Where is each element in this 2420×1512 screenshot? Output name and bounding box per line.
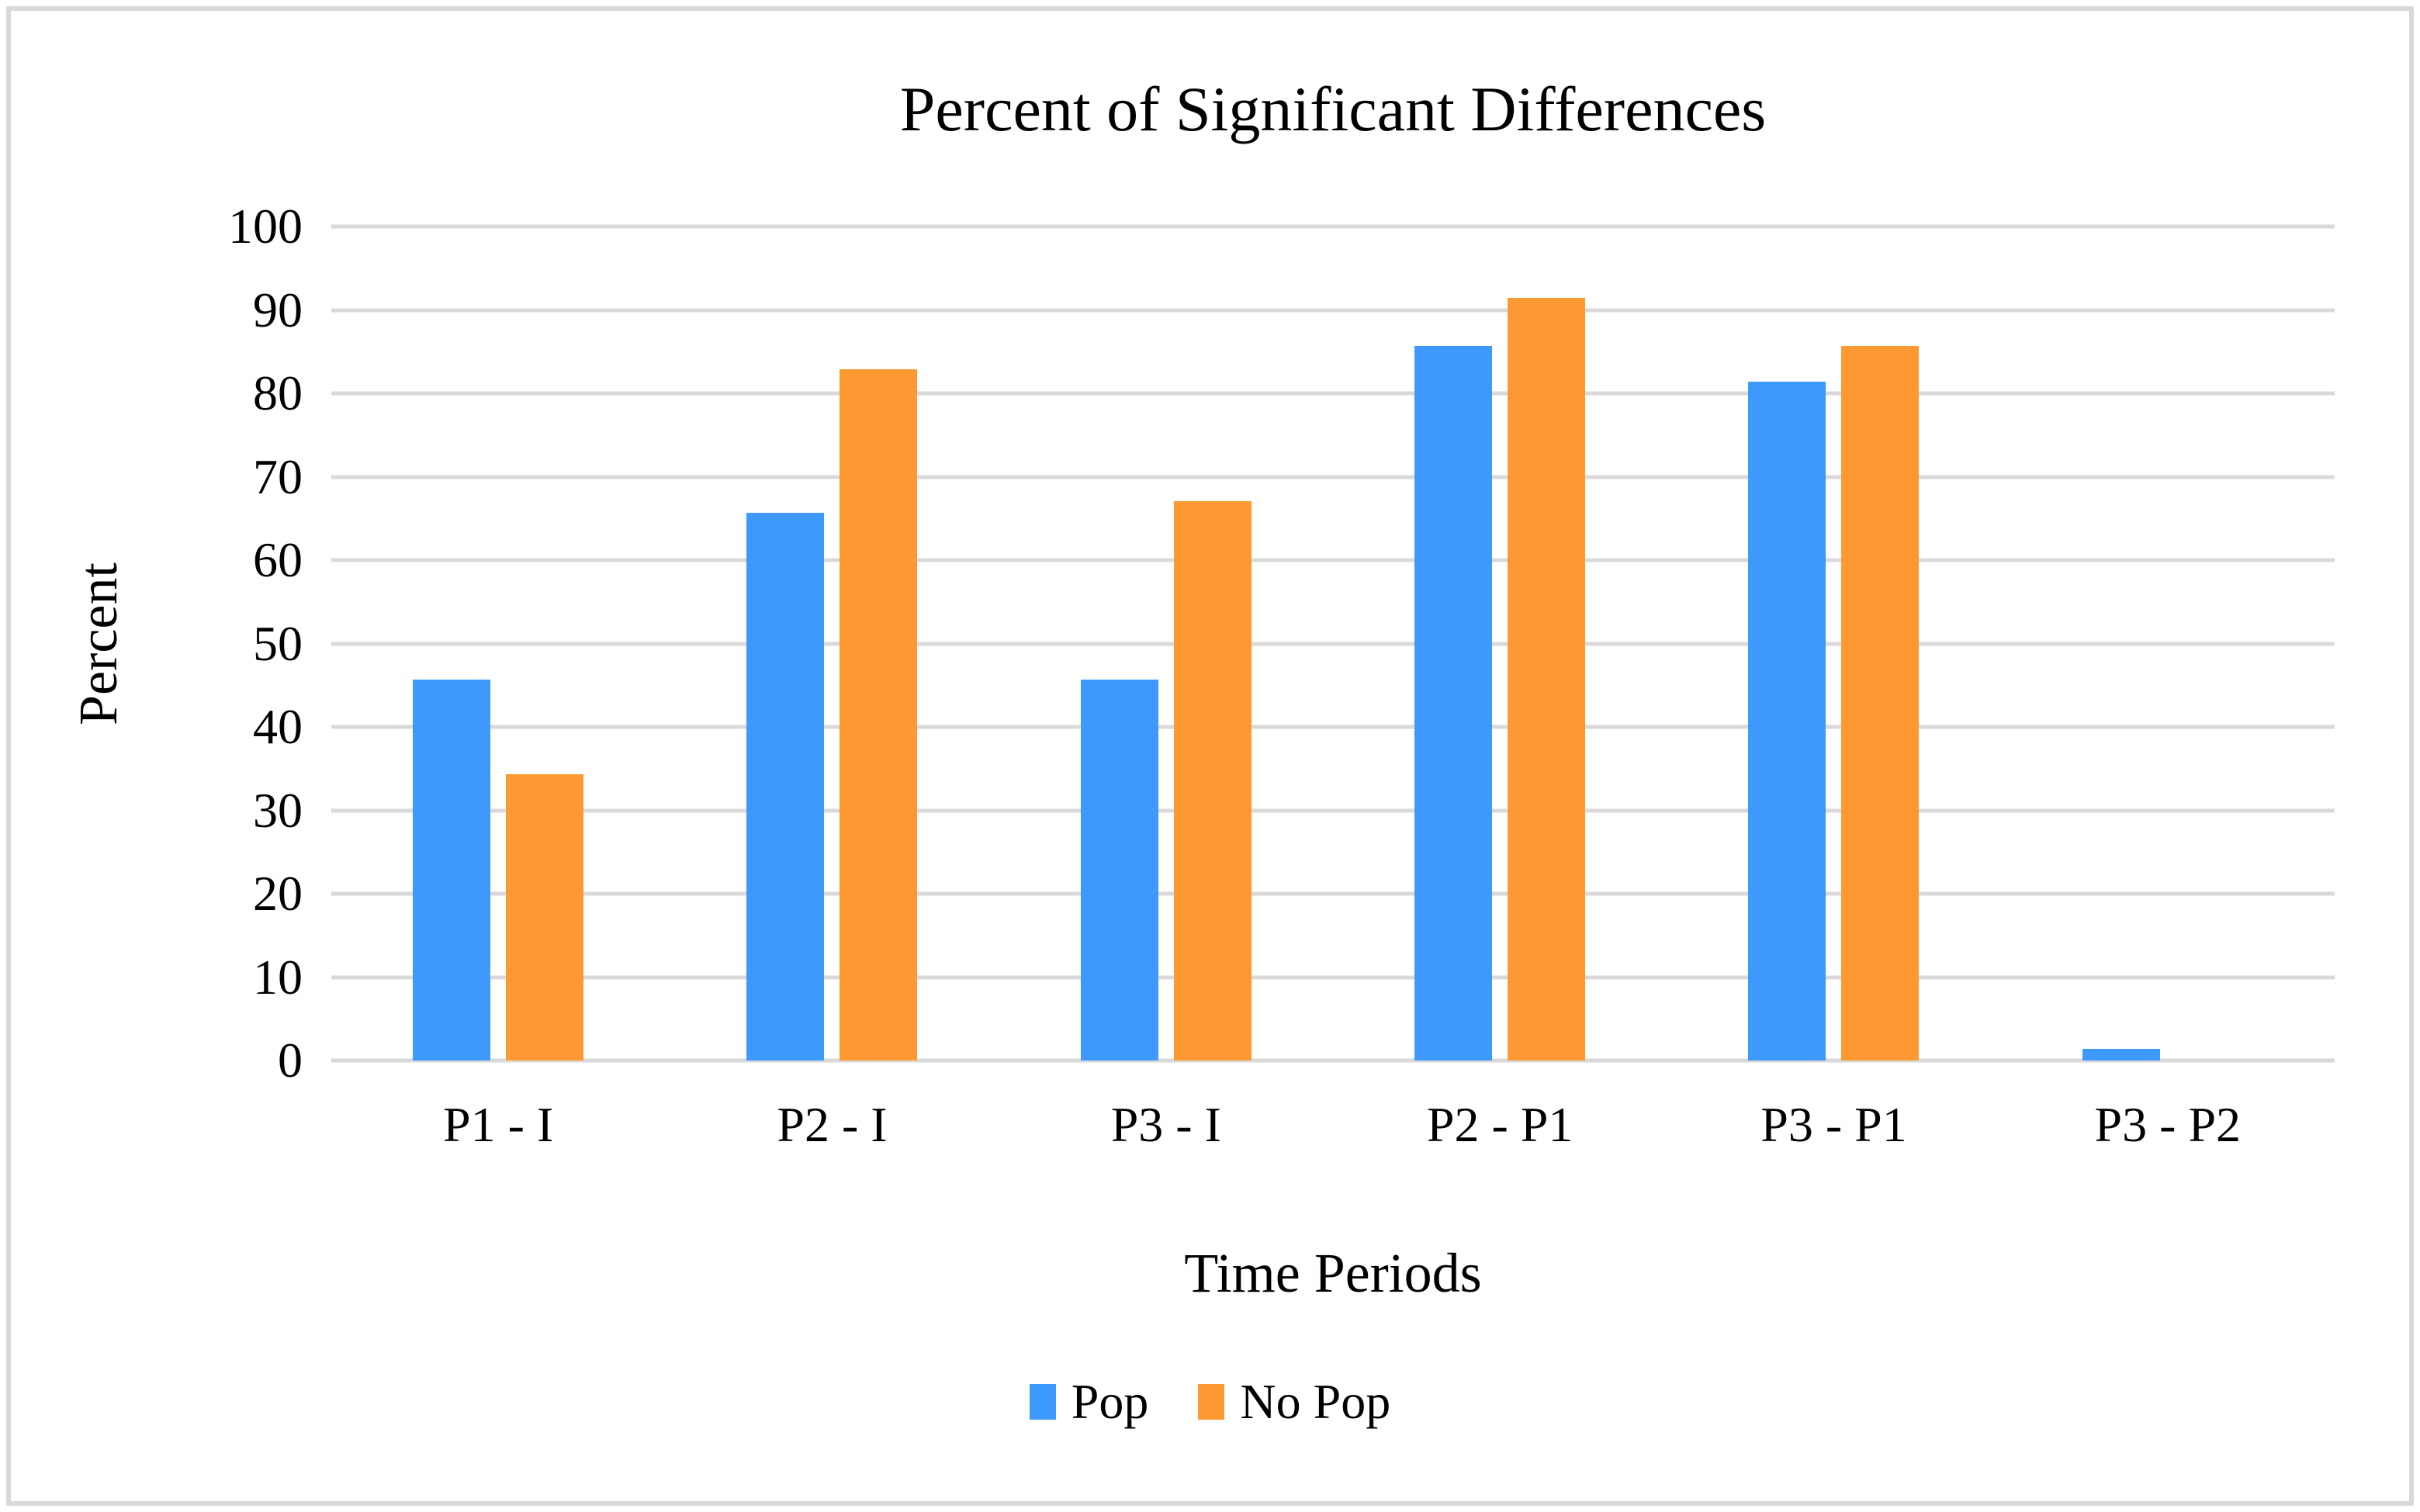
gridline-50 xyxy=(331,642,2335,645)
x-axis-title: Time Periods xyxy=(1184,1242,1482,1304)
y-tick-label-50: 50 xyxy=(253,615,303,671)
gridline-80 xyxy=(331,391,2335,396)
bar-pop-5 xyxy=(1748,381,1826,1060)
bar-pop-4 xyxy=(1414,345,1493,1060)
legend-item-pop: Pop xyxy=(1029,1373,1149,1431)
y-tick-label-30: 30 xyxy=(253,782,303,838)
bar-no-pop-2 xyxy=(840,368,918,1060)
x-axis-labels: P1 - I P2 - I P3 - I P2 - P1 P3 - P1 P3 - P2 xyxy=(331,1098,2335,1152)
plot-area xyxy=(331,224,2335,1063)
bar-no-pop-1 xyxy=(506,774,584,1060)
gridline-60 xyxy=(331,558,2335,562)
bar-pop-6 xyxy=(2082,1048,2160,1060)
bar-no-pop-4 xyxy=(1508,298,1586,1060)
y-tick-label-0: 0 xyxy=(278,1033,303,1088)
y-tick-label-60: 60 xyxy=(253,532,303,587)
gridline-40 xyxy=(331,725,2335,729)
bar-group-3 xyxy=(999,227,1333,1060)
gridline-10 xyxy=(331,975,2335,979)
gridline-90 xyxy=(331,308,2335,312)
bar-group-2 xyxy=(665,227,999,1060)
x-label-5: P3 - P1 xyxy=(1760,1097,1907,1152)
x-label-6: P3 - P2 xyxy=(2094,1097,2242,1152)
gridline-30 xyxy=(331,808,2335,812)
y-tick-label-70: 70 xyxy=(253,448,303,504)
legend: Pop No Pop xyxy=(0,1373,2420,1431)
legend-label: Pop xyxy=(1071,1374,1149,1429)
x-label-4: P2 - P1 xyxy=(1426,1097,1574,1152)
y-tick-label-80: 80 xyxy=(253,365,303,420)
bar-pop-2 xyxy=(746,512,825,1060)
gridline-0 xyxy=(331,1058,2335,1063)
bar-groups xyxy=(331,227,2335,1060)
y-tick-label-40: 40 xyxy=(253,699,303,754)
bar-pop-1 xyxy=(413,679,491,1060)
bar-no-pop-3 xyxy=(1173,500,1252,1060)
x-label-1: P1 - I xyxy=(443,1097,554,1152)
gridline-70 xyxy=(331,475,2335,479)
y-axis-ticks: 0 10 20 30 40 50 60 70 80 90 100 xyxy=(0,202,303,1085)
legend-swatch-icon xyxy=(1029,1384,1056,1420)
gridline-20 xyxy=(331,891,2335,896)
x-label-3: P3 - I xyxy=(1110,1097,1221,1152)
bar-group-4 xyxy=(1333,227,1667,1060)
chart-title: Percent of Significant Differences xyxy=(899,74,1767,144)
bar-group-1 xyxy=(331,227,665,1060)
bar-no-pop-5 xyxy=(1841,345,1920,1060)
figure-border xyxy=(6,6,2414,1506)
gridline-100 xyxy=(331,224,2335,229)
legend-swatch-icon xyxy=(1198,1384,1225,1420)
bar-group-5 xyxy=(1667,227,2000,1060)
y-tick-label-100: 100 xyxy=(228,199,303,254)
legend-item-no-pop: No Pop xyxy=(1198,1373,1390,1431)
x-label-2: P2 - I xyxy=(777,1097,888,1152)
legend-label: No Pop xyxy=(1240,1374,1391,1429)
y-tick-label-20: 20 xyxy=(253,866,303,921)
y-tick-label-90: 90 xyxy=(253,282,303,337)
bar-group-6 xyxy=(2001,227,2335,1060)
bar-pop-3 xyxy=(1080,679,1158,1060)
y-tick-label-10: 10 xyxy=(253,949,303,1005)
